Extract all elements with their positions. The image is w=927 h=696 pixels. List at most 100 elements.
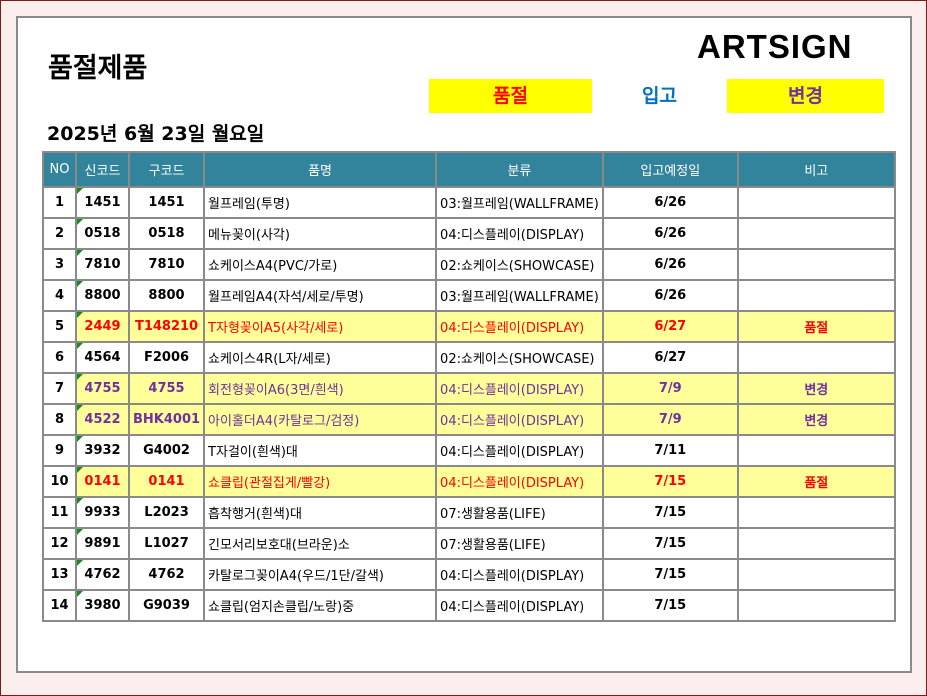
cell-category[interactable]: 03:월프레임(WALLFRAME) (435, 186, 604, 219)
cell-due-date[interactable]: 6/26 (601, 279, 739, 312)
cell-product-name[interactable]: 메뉴꽂이(사각) (203, 217, 438, 250)
cell-no[interactable]: 13 (42, 558, 77, 591)
cell-note[interactable] (736, 279, 896, 312)
cell-due-date[interactable]: 7/15 (601, 558, 739, 591)
cell-product-name[interactable]: 카탈로그꽂이A4(우드/1단/갈색) (203, 558, 438, 591)
cell-no[interactable]: 7 (42, 372, 77, 405)
cell-no[interactable]: 10 (42, 465, 77, 498)
cell-note[interactable]: 품절 (736, 465, 896, 498)
cell-old-code[interactable]: 4762 (127, 558, 206, 591)
cell-product-name[interactable]: T자걸이(흰색)대 (203, 434, 438, 467)
cell-note[interactable]: 품절 (736, 310, 896, 343)
cell-note[interactable] (736, 589, 896, 622)
cell-product-name[interactable]: T자형꽂이A5(사각/세로) (203, 310, 438, 343)
cell-no[interactable]: 11 (42, 496, 77, 529)
cell-due-date[interactable]: 6/26 (601, 186, 739, 219)
cell-new-code[interactable]: 4762 (75, 558, 130, 591)
cell-old-code[interactable]: 7810 (127, 248, 206, 281)
cell-no[interactable]: 3 (42, 248, 77, 281)
cell-note[interactable] (736, 186, 896, 219)
cell-no[interactable]: 2 (42, 217, 77, 250)
cell-due-date[interactable]: 7/9 (601, 372, 739, 405)
cell-old-code[interactable]: 0518 (127, 217, 206, 250)
cell-category[interactable]: 04:디스플레이(DISPLAY) (435, 434, 604, 467)
cell-category[interactable]: 04:디스플레이(DISPLAY) (435, 589, 604, 622)
cell-product-name[interactable]: 흡착행거(흰색)대 (203, 496, 438, 529)
cell-category[interactable]: 07:생활용품(LIFE) (435, 527, 604, 560)
cell-no[interactable]: 5 (42, 310, 77, 343)
cell-old-code[interactable]: L2023 (127, 496, 206, 529)
cell-category[interactable]: 04:디스플레이(DISPLAY) (435, 403, 604, 436)
cell-product-name[interactable]: 월프레임(투명) (203, 186, 438, 219)
cell-due-date[interactable]: 7/15 (601, 527, 739, 560)
cell-due-date[interactable]: 6/27 (601, 310, 739, 343)
cell-old-code[interactable]: 0141 (127, 465, 206, 498)
cell-product-name[interactable]: 회전형꽂이A6(3면/흰색) (203, 372, 438, 405)
cell-due-date[interactable]: 7/15 (601, 496, 739, 529)
cell-due-date[interactable]: 7/11 (601, 434, 739, 467)
cell-note[interactable] (736, 558, 896, 591)
cell-new-code[interactable]: 9933 (75, 496, 130, 529)
cell-category[interactable]: 02:쇼케이스(SHOWCASE) (435, 341, 604, 374)
cell-old-code[interactable]: 8800 (127, 279, 206, 312)
cell-due-date[interactable]: 7/15 (601, 589, 739, 622)
cell-new-code[interactable]: 3980 (75, 589, 130, 622)
cell-old-code[interactable]: T148210 (127, 310, 206, 343)
cell-product-name[interactable]: 쇼클립(관절집게/빨강) (203, 465, 438, 498)
cell-note[interactable] (736, 248, 896, 281)
cell-new-code[interactable]: 4564 (75, 341, 130, 374)
cell-old-code[interactable]: G9039 (127, 589, 206, 622)
cell-category[interactable]: 04:디스플레이(DISPLAY) (435, 558, 604, 591)
cell-old-code[interactable]: L1027 (127, 527, 206, 560)
cell-note[interactable] (736, 341, 896, 374)
cell-category[interactable]: 03:월프레임(WALLFRAME) (435, 279, 604, 312)
cell-no[interactable]: 1 (42, 186, 77, 219)
cell-category[interactable]: 02:쇼케이스(SHOWCASE) (435, 248, 604, 281)
cell-category[interactable]: 04:디스플레이(DISPLAY) (435, 217, 604, 250)
cell-category[interactable]: 04:디스플레이(DISPLAY) (435, 310, 604, 343)
cell-product-name[interactable]: 쇼케이스A4(PVC/가로) (203, 248, 438, 281)
cell-due-date[interactable]: 6/27 (601, 341, 739, 374)
cell-no[interactable]: 14 (42, 589, 77, 622)
cell-due-date[interactable]: 6/26 (601, 248, 739, 281)
cell-product-name[interactable]: 쇼클립(엄지손클립/노랑)중 (203, 589, 438, 622)
cell-no[interactable]: 8 (42, 403, 77, 436)
cell-new-code[interactable]: 9891 (75, 527, 130, 560)
cell-note[interactable] (736, 527, 896, 560)
cell-old-code[interactable]: BHK4001 (127, 403, 206, 436)
cell-due-date[interactable]: 6/26 (601, 217, 739, 250)
cell-note[interactable]: 변경 (736, 403, 896, 436)
cell-no[interactable]: 9 (42, 434, 77, 467)
table-row: 3 7810 7810 쇼케이스A4(PVC/가로) 02:쇼케이스(SHOWCASE)… (42, 248, 896, 281)
cell-due-date[interactable]: 7/9 (601, 403, 739, 436)
cell-note[interactable] (736, 217, 896, 250)
cell-note[interactable]: 변경 (736, 372, 896, 405)
cell-category[interactable]: 04:디스플레이(DISPLAY) (435, 372, 604, 405)
cell-new-code[interactable]: 3932 (75, 434, 130, 467)
cell-old-code[interactable]: 1451 (127, 186, 206, 219)
cell-new-code[interactable]: 1451 (75, 186, 130, 219)
cell-old-code[interactable]: G4002 (127, 434, 206, 467)
cell-due-date[interactable]: 7/15 (601, 465, 739, 498)
cell-new-code[interactable]: 4522 (75, 403, 130, 436)
cell-old-code[interactable]: F2006 (127, 341, 206, 374)
cell-product-name[interactable]: 긴모서리보호대(브라운)소 (203, 527, 438, 560)
cell-category[interactable]: 04:디스플레이(DISPLAY) (435, 465, 604, 498)
cell-new-code[interactable]: 2449 (75, 310, 130, 343)
artsign-logo: ARTSIGN (697, 28, 853, 65)
cell-product-name[interactable]: 월프레임A4(자석/세로/투명) (203, 279, 438, 312)
cell-new-code[interactable]: 0518 (75, 217, 130, 250)
cell-note[interactable] (736, 434, 896, 467)
cell-new-code[interactable]: 8800 (75, 279, 130, 312)
cell-product-name[interactable]: 쇼케이스4R(L자/세로) (203, 341, 438, 374)
cell-product-name[interactable]: 아이홀더A4(카탈로그/검정) (203, 403, 438, 436)
cell-no[interactable]: 6 (42, 341, 77, 374)
cell-new-code[interactable]: 4755 (75, 372, 130, 405)
cell-category[interactable]: 07:생활용품(LIFE) (435, 496, 604, 529)
cell-new-code[interactable]: 0141 (75, 465, 130, 498)
cell-no[interactable]: 4 (42, 279, 77, 312)
cell-old-code[interactable]: 4755 (127, 372, 206, 405)
cell-no[interactable]: 12 (42, 527, 77, 560)
cell-new-code[interactable]: 7810 (75, 248, 130, 281)
cell-note[interactable] (736, 496, 896, 529)
